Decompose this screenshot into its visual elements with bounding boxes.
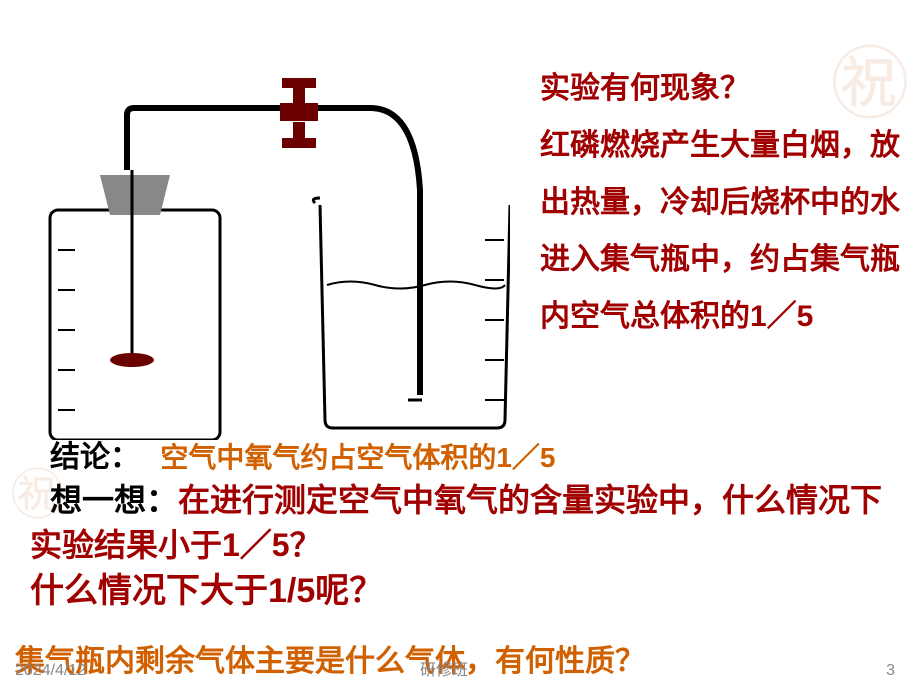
think-label: 想一想： xyxy=(50,482,178,518)
question-heading: 实验有何现象？ xyxy=(540,60,910,117)
conclusion-row: 结论： 空气中氧气约占空气体积的1／5 xyxy=(50,432,556,476)
observation-text: 红磷燃烧产生大量白烟，放出热量，冷却后烧杯中的水进入集气瓶中，约占集气瓶内空气总… xyxy=(540,117,910,345)
footer-center: 研修班 xyxy=(420,656,468,680)
footer-date: 2024/4/12 xyxy=(15,662,86,680)
conclusion-label: 结论： xyxy=(50,441,140,474)
observation-block: 实验有何现象？ 红磷燃烧产生大量白烟，放出热量，冷却后烧杯中的水进入集气瓶中，约… xyxy=(540,60,910,345)
apparatus-diagram xyxy=(20,40,510,420)
footer-page: 3 xyxy=(886,662,895,680)
remaining-question: 集气瓶内剩余气体主要是什么气体，有何性质？ xyxy=(15,636,645,680)
conclusion-text: 空气中氧气约占空气体积的1／5 xyxy=(160,442,555,473)
think-block: 想一想：在进行测定空气中氧气的含量实验中，什么情况下实验结果小于1／5？ 什么情… xyxy=(30,478,900,615)
think-q2: 什么情况下大于1/5呢？ xyxy=(30,568,900,616)
